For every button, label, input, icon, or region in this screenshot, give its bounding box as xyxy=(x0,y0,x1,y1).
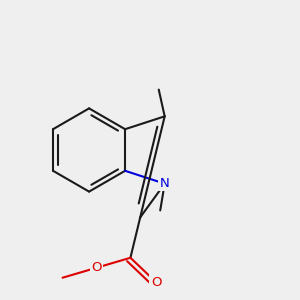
Text: O: O xyxy=(91,261,102,274)
Text: N: N xyxy=(160,177,169,190)
Text: O: O xyxy=(151,276,161,289)
